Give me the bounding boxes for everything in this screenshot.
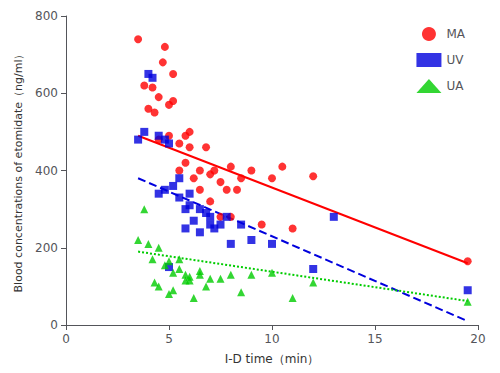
svg-text:10: 10 — [264, 332, 279, 346]
svg-text:MA: MA — [446, 27, 465, 41]
svg-text:Blood concentrations of etomid: Blood concentrations of etomidate（ng/ml） — [12, 49, 25, 293]
svg-text:5: 5 — [165, 332, 173, 346]
svg-text:UV: UV — [446, 53, 464, 67]
svg-text:200: 200 — [35, 241, 58, 255]
svg-text:400: 400 — [35, 164, 58, 178]
svg-text:20: 20 — [470, 332, 485, 346]
svg-text:0: 0 — [50, 318, 58, 332]
svg-text:15: 15 — [367, 332, 382, 346]
svg-text:UA: UA — [446, 79, 464, 93]
svg-text:800: 800 — [35, 9, 58, 23]
svg-text:0: 0 — [62, 332, 70, 346]
svg-text:600: 600 — [35, 86, 58, 100]
svg-text:I-D time（min）: I-D time（min） — [225, 352, 320, 366]
